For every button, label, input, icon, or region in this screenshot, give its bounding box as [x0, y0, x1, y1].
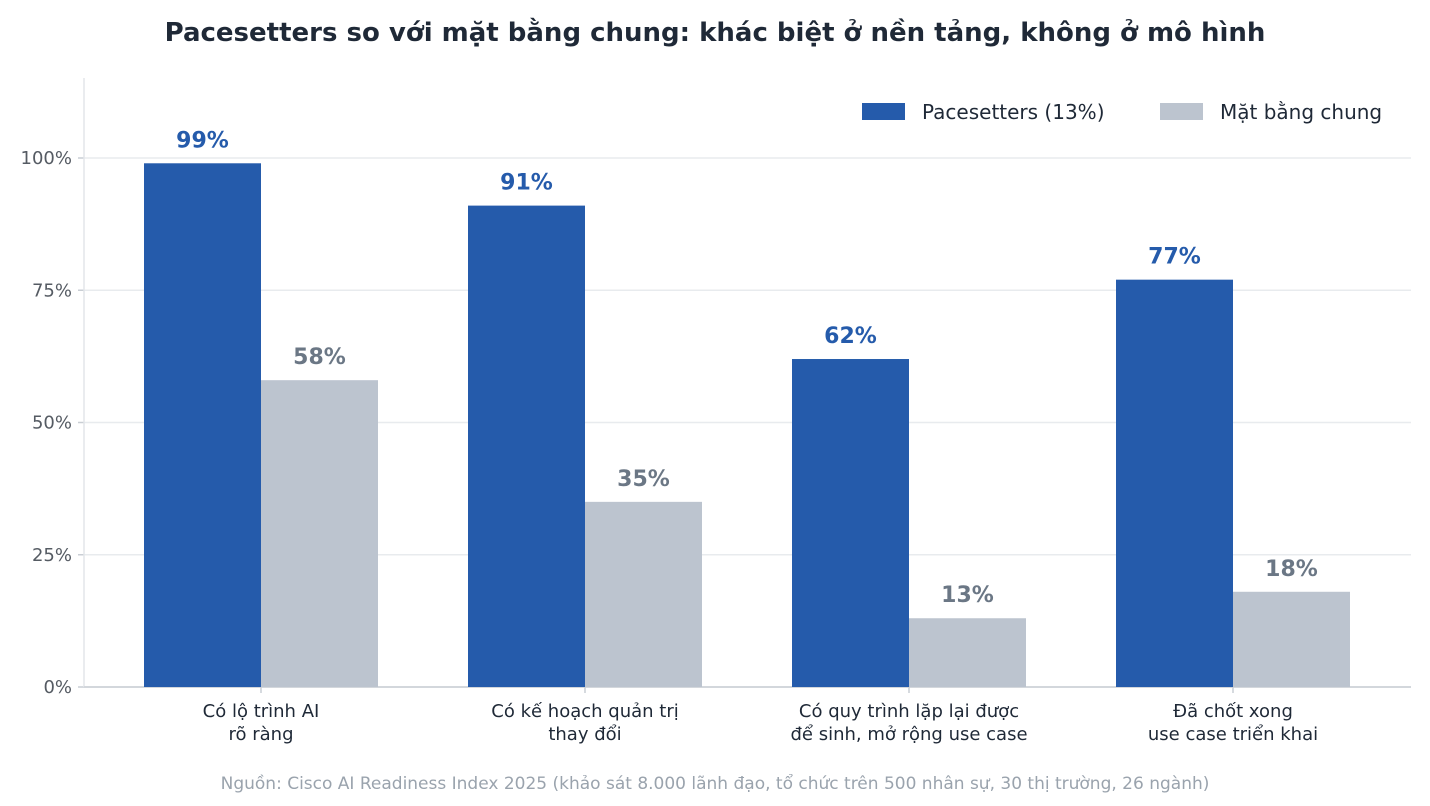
bar	[468, 205, 585, 688]
x-tick-label-line: rõ ràng	[228, 724, 293, 745]
data-label: 58%	[293, 345, 346, 370]
bar	[261, 380, 378, 687]
y-tick-label: 25%	[32, 545, 72, 566]
x-tick-label: Có lộ trình AI rõ ràng	[203, 701, 320, 745]
y-tick-label: 100%	[21, 148, 72, 169]
x-tick-label: Có quy trình lặp lại được để sinh, mở rộn…	[790, 701, 1027, 745]
chart-title: Pacesetters so với mặt bằng chung: khác …	[164, 18, 1266, 48]
data-label: 77%	[1148, 245, 1201, 270]
legend-label: Mặt bằng chung	[1220, 100, 1382, 124]
x-tick-label-line: Có quy trình lặp lại được	[799, 701, 1019, 722]
x-tick-label-line: Có kế hoạch quản trị	[491, 701, 678, 722]
legend-swatch	[1160, 103, 1203, 120]
legend-swatch	[862, 103, 905, 120]
x-tick-label-line: thay đổi	[548, 724, 621, 745]
x-tick-label-line: để sinh, mở rộng use case	[790, 724, 1027, 745]
legend: Pacesetters (13%) Mặt bằng chung	[862, 100, 1382, 124]
data-label: 62%	[824, 324, 877, 349]
bar	[1233, 591, 1350, 687]
x-tick-label-line: use case triển khai	[1148, 724, 1318, 745]
y-tick-label: 75%	[32, 280, 72, 301]
x-tick-label-line: Có lộ trình AI	[203, 701, 320, 722]
bar	[144, 163, 261, 688]
x-tick-label-line: Đã chốt xong	[1173, 701, 1293, 722]
data-label: 35%	[617, 467, 670, 492]
bar	[585, 501, 702, 687]
y-tick-label: 50%	[32, 413, 72, 434]
y-tick-label: 0%	[43, 677, 72, 698]
x-tick-label: Có kế hoạch quản trị thay đổi	[491, 701, 678, 745]
bar	[1116, 279, 1233, 687]
legend-label: Pacesetters (13%)	[922, 100, 1105, 124]
labels: 99% 91% 62% 77% 58% 35% 13% 18%	[176, 128, 1318, 608]
data-label: 13%	[941, 583, 994, 608]
data-label: 99%	[176, 128, 229, 153]
source-note: Nguồn: Cisco AI Readiness Index 2025 (kh…	[220, 774, 1210, 794]
data-label: 91%	[500, 171, 553, 196]
bars	[144, 163, 1350, 688]
x-tick-label: Đã chốt xong use case triển khai	[1148, 701, 1318, 745]
bar	[909, 618, 1026, 687]
data-label: 18%	[1265, 557, 1318, 582]
axes: 0% 25% 50% 75% 100% Có lộ trình AI rõ ràng Có k…	[21, 78, 1411, 745]
bar	[792, 359, 909, 687]
